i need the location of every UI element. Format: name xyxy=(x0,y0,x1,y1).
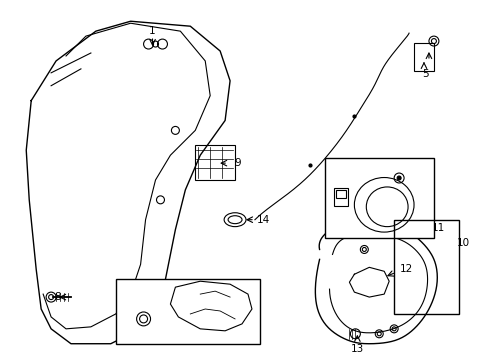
Text: 14: 14 xyxy=(257,215,270,225)
Bar xyxy=(324,158,434,238)
Text: 4: 4 xyxy=(413,173,419,183)
Text: 8: 8 xyxy=(54,292,60,302)
Text: 7: 7 xyxy=(130,312,137,322)
Bar xyxy=(116,279,260,344)
Text: 5: 5 xyxy=(423,69,429,79)
Text: 1: 1 xyxy=(149,26,156,36)
Circle shape xyxy=(397,176,401,180)
Bar xyxy=(394,220,459,314)
Text: 3: 3 xyxy=(338,173,345,183)
Bar xyxy=(337,190,346,198)
Text: 12: 12 xyxy=(399,264,413,274)
Text: 2: 2 xyxy=(426,160,432,170)
Text: 11: 11 xyxy=(432,222,445,233)
Text: 6: 6 xyxy=(255,304,261,314)
Bar xyxy=(414,43,434,71)
Text: 10: 10 xyxy=(457,238,470,248)
Text: 13: 13 xyxy=(351,344,364,354)
Bar xyxy=(196,145,235,180)
Text: 9: 9 xyxy=(235,158,242,168)
Bar xyxy=(335,188,348,206)
